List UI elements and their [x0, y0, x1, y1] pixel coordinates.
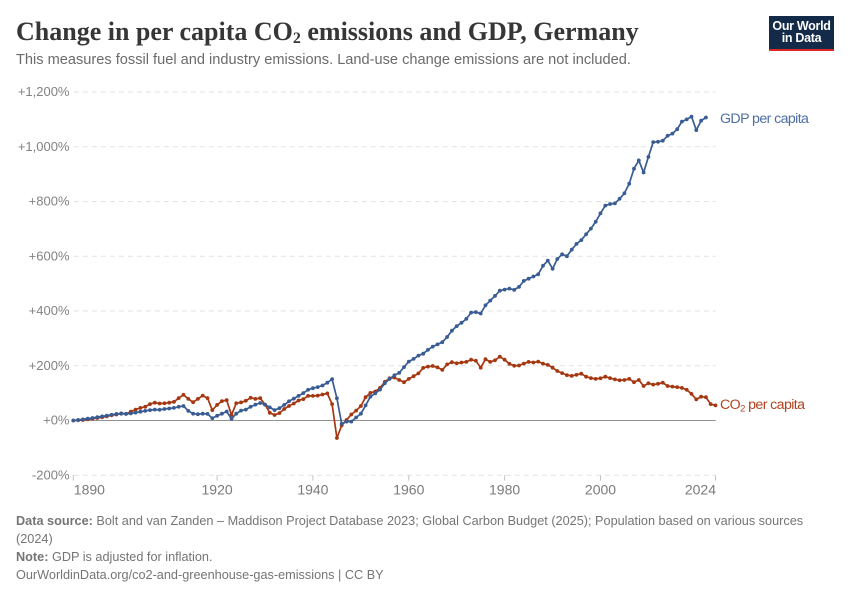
- svg-text:2024: 2024: [685, 482, 716, 498]
- svg-text:+1,200%: +1,200%: [18, 84, 70, 99]
- svg-text:1920: 1920: [202, 482, 233, 498]
- svg-text:+1,000%: +1,000%: [18, 139, 70, 154]
- svg-text:1980: 1980: [489, 482, 520, 498]
- svg-text:GDP per capita: GDP per capita: [720, 111, 809, 127]
- svg-text:-200%: -200%: [32, 467, 70, 482]
- svg-text:1940: 1940: [297, 482, 328, 498]
- svg-text:+800%: +800%: [29, 194, 70, 209]
- svg-text:2000: 2000: [585, 482, 616, 498]
- svg-text:+400%: +400%: [29, 303, 70, 318]
- svg-text:+600%: +600%: [29, 248, 70, 263]
- svg-text:+0%: +0%: [43, 413, 70, 428]
- svg-text:1890: 1890: [74, 482, 105, 498]
- svg-text:+200%: +200%: [29, 358, 70, 373]
- svg-text:1960: 1960: [393, 482, 424, 498]
- svg-text:CO2 per capita: CO2 per capita: [720, 397, 805, 415]
